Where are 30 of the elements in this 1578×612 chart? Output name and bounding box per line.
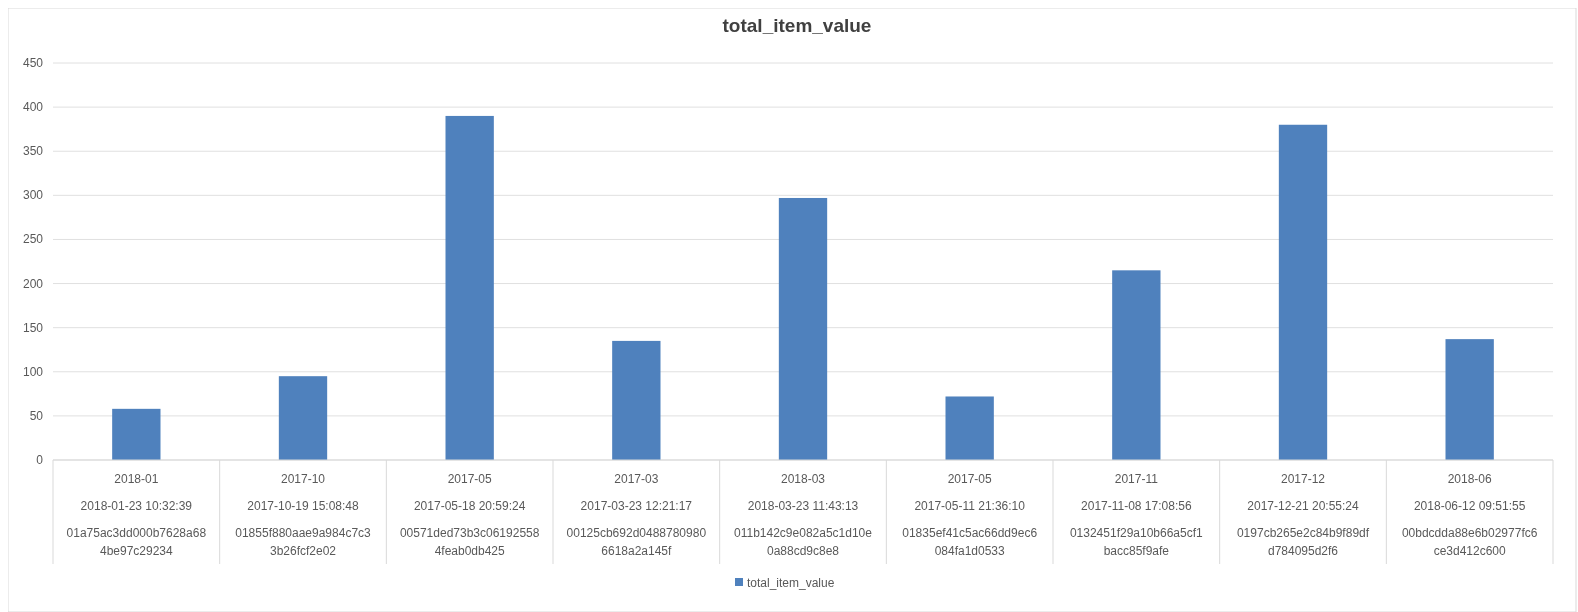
- y-tick-label: 150: [22, 320, 44, 335]
- legend-label: total_item_value: [747, 576, 835, 590]
- y-tick-label: 400: [22, 100, 44, 115]
- y-tick-label: 200: [22, 276, 44, 291]
- y-tick-label: 0: [36, 453, 44, 467]
- y-tick-label: 300: [22, 188, 44, 203]
- x-tick-label: 2018-01 2018-01-23 10:32:39 01a75ac3dd000b7628a684be97c29234: [66, 472, 207, 558]
- x-tick-label: 2018-03 2018-03-23 11:43:13 011b142c9e082a5c1d10e0a88cd9c8e8: [734, 472, 873, 558]
- bar: [445, 115, 494, 460]
- y-tick-label: 100: [22, 364, 44, 379]
- bar: [778, 197, 828, 460]
- bar: [1445, 339, 1494, 460]
- y-tick-label: 350: [22, 144, 44, 159]
- chart-title: total_item_value: [722, 15, 872, 36]
- y-tick-label: 50: [29, 408, 44, 423]
- bar: [278, 376, 328, 460]
- bar: [1112, 270, 1161, 460]
- x-tick-label: 2017-12 2017-12-21 20:55:24 0197cb265e2c84b9f89dfd784095d2f6: [1236, 472, 1370, 558]
- bar: [945, 396, 994, 460]
- bar: [612, 340, 661, 460]
- y-tick-label: 450: [22, 56, 44, 70]
- x-tick-label: 2018-06 2018-06-12 09:51:55 00bdcdda88e6b02977fc6ce3d412c600: [1401, 472, 1538, 558]
- x-tick-label: 2017-10 2017-10-19 15:08:48 01855f880aae9a984c7c33b26fcf2e02: [235, 472, 372, 558]
- bar: [112, 408, 161, 460]
- x-tick-label: 2017-05 2017-05-11 21:36:10 01835ef41c5ac66dd9ec6084fa1d0533: [902, 472, 1038, 558]
- x-tick-label: 2017-03 2017-03-23 12:21:17 00125cb692d04887809806618a2a145f: [566, 472, 707, 558]
- x-tick-label: 2017-05 2017-05-18 20:59:24 00571ded73b3c061925584feab0db425: [399, 472, 540, 558]
- y-tick-label: 250: [22, 232, 44, 247]
- bar: [1278, 124, 1328, 460]
- x-tick-label: 2017-11 2017-11-08 17:08:56 0132451f29a10b66a5cf1bacc85f9afe: [1069, 472, 1204, 558]
